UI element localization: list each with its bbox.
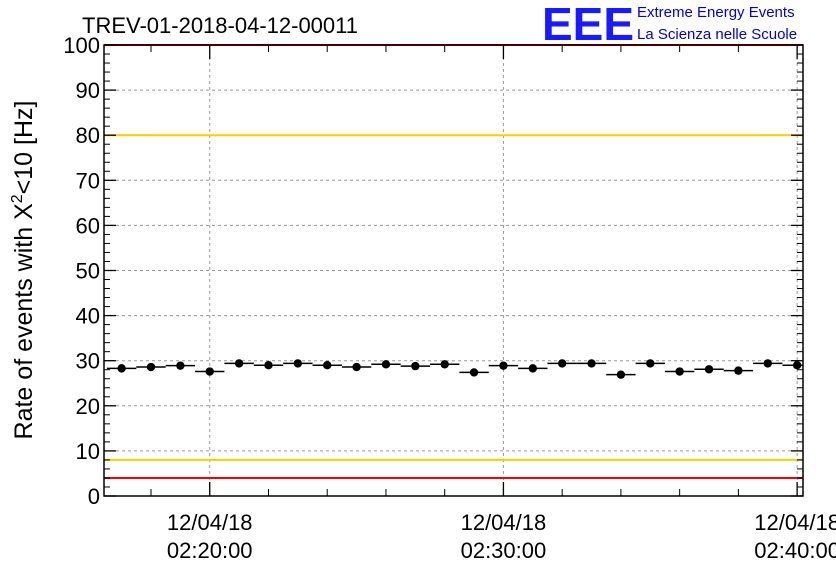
x-tick-date-label: 12/04/18 (461, 510, 547, 535)
x-tick-time-label: 02:30:00 (461, 538, 547, 563)
reference-lines (104, 44, 803, 479)
data-point (763, 359, 772, 368)
data-point (792, 361, 802, 370)
y-tick-label: 0 (88, 484, 100, 509)
y-axis-title-prefix: Rate of events with X (10, 203, 38, 440)
data-point (146, 362, 156, 372)
data-point (704, 365, 714, 374)
grid (104, 45, 803, 496)
x-tick-time-label: 02:20:00 (167, 538, 253, 563)
data-series (106, 359, 803, 379)
data-point (499, 361, 508, 370)
data-point (587, 359, 596, 368)
y-axis-title-sup: 2 (9, 194, 26, 203)
data-point (117, 364, 126, 373)
logo-letters: EEE (542, 0, 634, 50)
data-point (352, 362, 361, 372)
y-tick-label: 40 (76, 304, 100, 329)
logo-line1: Extreme Energy Events (637, 4, 795, 21)
x-axis-ticks: 12/04/18 02:20:00 12/04/18 02:30:00 12/04/18… (150, 45, 836, 563)
data-point (616, 370, 626, 379)
y-tick-label: 100 (63, 33, 100, 58)
y-tick-label: 70 (76, 168, 100, 193)
data-point (411, 361, 420, 371)
data-point (734, 366, 743, 375)
y-axis-title: Rate of events with X2<10 [Hz] (9, 101, 38, 440)
data-point (234, 359, 244, 368)
logo-line2: La Scienza nelle Scuole (637, 26, 797, 43)
y-axis-ticks: 0 10 20 30 40 50 60 70 80 90 100 (63, 33, 803, 509)
y-tick-label: 20 (76, 394, 100, 419)
y-tick-label: 50 (76, 259, 100, 284)
y-tick-label: 10 (76, 439, 100, 464)
data-point (469, 368, 479, 377)
data-point (381, 360, 391, 369)
x-tick-date-label: 12/04/18 (167, 510, 253, 535)
data-point (205, 367, 214, 376)
data-point (557, 359, 567, 368)
y-axis-title-suffix: <10 [Hz] (10, 101, 38, 195)
y-tick-label: 30 (76, 349, 100, 374)
data-point (293, 359, 303, 368)
run-title: TREV-01-2018-04-12-00011 (82, 13, 358, 38)
data-point (675, 367, 684, 376)
x-tick-time-label: 02:40:00 (754, 538, 836, 563)
y-tick-label: 60 (76, 213, 100, 238)
data-point (528, 364, 537, 373)
y-tick-label: 80 (76, 123, 100, 148)
x-tick-date-label: 12/04/18 (754, 510, 836, 535)
y-tick-label: 90 (76, 78, 100, 103)
data-point (176, 361, 185, 370)
data-point (264, 361, 273, 370)
data-point (323, 361, 332, 370)
eee-logo: EEE Extreme Energy Events La Scienza nel… (542, 0, 797, 50)
data-point (646, 359, 655, 368)
data-point (440, 360, 449, 369)
